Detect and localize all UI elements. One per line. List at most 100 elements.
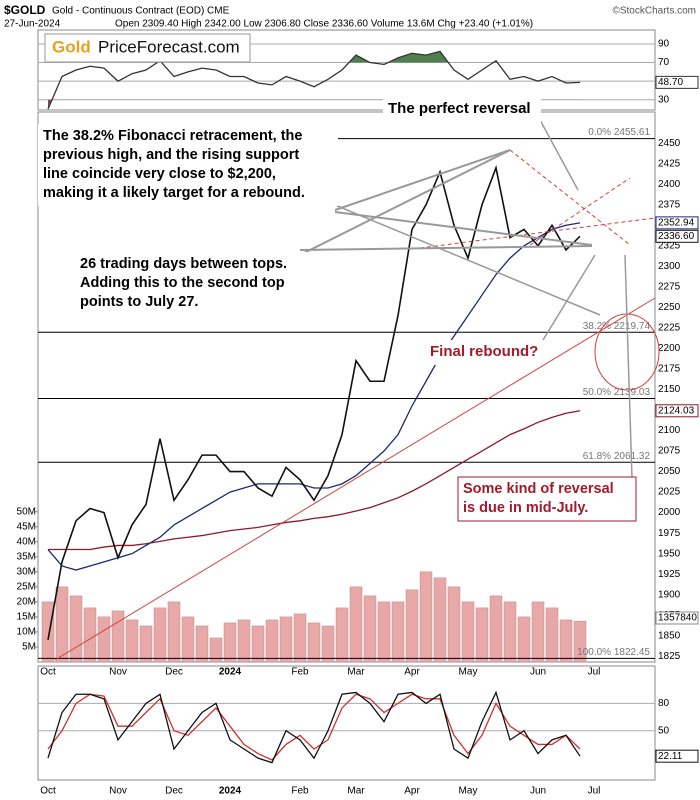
volume-bar [517,616,531,663]
y-tick-label: 2100 [658,425,681,436]
y-tick-label: 1900 [658,589,681,600]
volume-bar [293,613,307,663]
y2-tick-label: 10M [17,627,36,638]
y-tick-label: 2450 [658,138,681,149]
volume-bar [321,625,335,663]
title: Gold - Continuous Contract (EOD) CME [52,6,230,17]
decoration [624,254,633,479]
logo-box [44,33,251,63]
decoration [539,119,579,191]
panel-frame [37,29,656,111]
annotation-text: previous high, and the rising support [43,147,299,163]
volume-bar [125,619,139,663]
x-tick-label: Dec [165,786,183,797]
annotation-text: line coincide very close to $2,200, [43,166,276,182]
volume-bar [419,571,433,663]
volume-bar [405,589,419,663]
logo-site: PriceForecast.com [98,37,240,56]
volume-bar [307,622,321,663]
x-tick-label: Dec [165,667,183,678]
decoration [299,245,593,251]
x-tick-label: May [459,786,478,797]
volume-bar [279,616,293,663]
volume-bar [41,601,55,663]
fib-label: 100.0% 1822.45 [577,647,650,658]
annotation-box [38,124,338,206]
panel-frame [37,665,656,781]
fib-label: 0.0% 2455.61 [588,127,650,138]
volume-bar [167,601,181,663]
y-tick-label: 2425 [658,158,681,169]
x-tick-label: Apr [404,667,420,678]
volume-bar [83,607,97,663]
volume-bar [97,616,111,663]
x-tick-label: Feb [291,667,309,678]
volume-bar [503,601,517,663]
y-tick-label: 2275 [658,281,681,292]
annotation-text: The 38.2% Fibonacci retracement, the [43,128,302,144]
x-tick-label: 2024 [219,786,242,797]
annotation-box [425,340,543,365]
decoration [509,149,631,246]
y-tick-label: 2300 [658,261,681,272]
y-tick-label: 2050 [658,466,681,477]
volume-bar [531,601,545,663]
volume-bar [237,619,251,663]
fib-label: 38.2% 2219.74 [583,321,651,332]
volume-bar [363,595,377,663]
x-tick-label: Oct [40,667,56,678]
credit: ©StockCharts.com [612,6,696,17]
logo-gold: Gold [52,37,91,56]
decoration [334,204,601,316]
x-tick-label: Jun [530,667,546,678]
x-tick-label: Jul [588,786,601,797]
y-tick-label: 2400 [658,179,681,190]
symbol: $GOLD [4,3,46,17]
line [47,693,581,761]
annotation-text: is due in mid-July. [463,500,588,516]
value-label-box [655,749,699,763]
decoration [334,211,593,246]
y-tick-label: 50 [658,725,670,736]
volume-bar [209,637,223,663]
oversold-area [48,99,53,110]
value-label-box [655,229,699,243]
y-tick-label: 1825 [658,651,681,662]
y-tick-label: 2150 [658,384,681,395]
y-tick-label: 1975 [658,528,681,539]
y2-tick-label: 40M [17,536,36,547]
volume-bar [181,616,195,663]
value-label: 2352.94 [658,218,695,229]
line [47,222,581,571]
y-tick-label: 2075 [658,446,681,457]
x-tick-label: Mar [347,667,365,678]
line [47,50,581,110]
volume-bar [69,595,83,663]
volume-bar [111,610,125,663]
decoration [542,254,596,341]
x-tick-label: Oct [40,786,56,797]
decoration [299,149,511,256]
volume-bar [559,619,573,663]
x-tick-label: May [459,667,478,678]
annotation-text: Adding this to the second top [80,275,285,291]
fib-label: 50.0% 2139.03 [583,387,651,398]
annotation-text: 1357840 [658,613,697,624]
x-tick-label: 2024 [219,667,242,678]
volume-bar [153,607,167,663]
y-tick-label: 2375 [658,199,681,210]
y-tick-label: 80 [658,698,670,709]
volume-bar [349,586,363,663]
y2-tick-label: 50M [17,506,36,517]
y-tick-label: 2000 [658,507,681,518]
annotation-text: Some kind of reversal [463,481,614,497]
x-tick-label: Apr [404,786,420,797]
value-label: 2336.60 [658,231,695,242]
volume-bar [447,586,461,663]
volume-bar [335,607,349,663]
volume-bar [461,601,475,663]
volume-bar [55,586,69,663]
y-tick-label: 70 [658,57,670,68]
fib-label: 61.8% 2061.32 [583,451,651,462]
value-label: 2124.03 [658,405,695,416]
